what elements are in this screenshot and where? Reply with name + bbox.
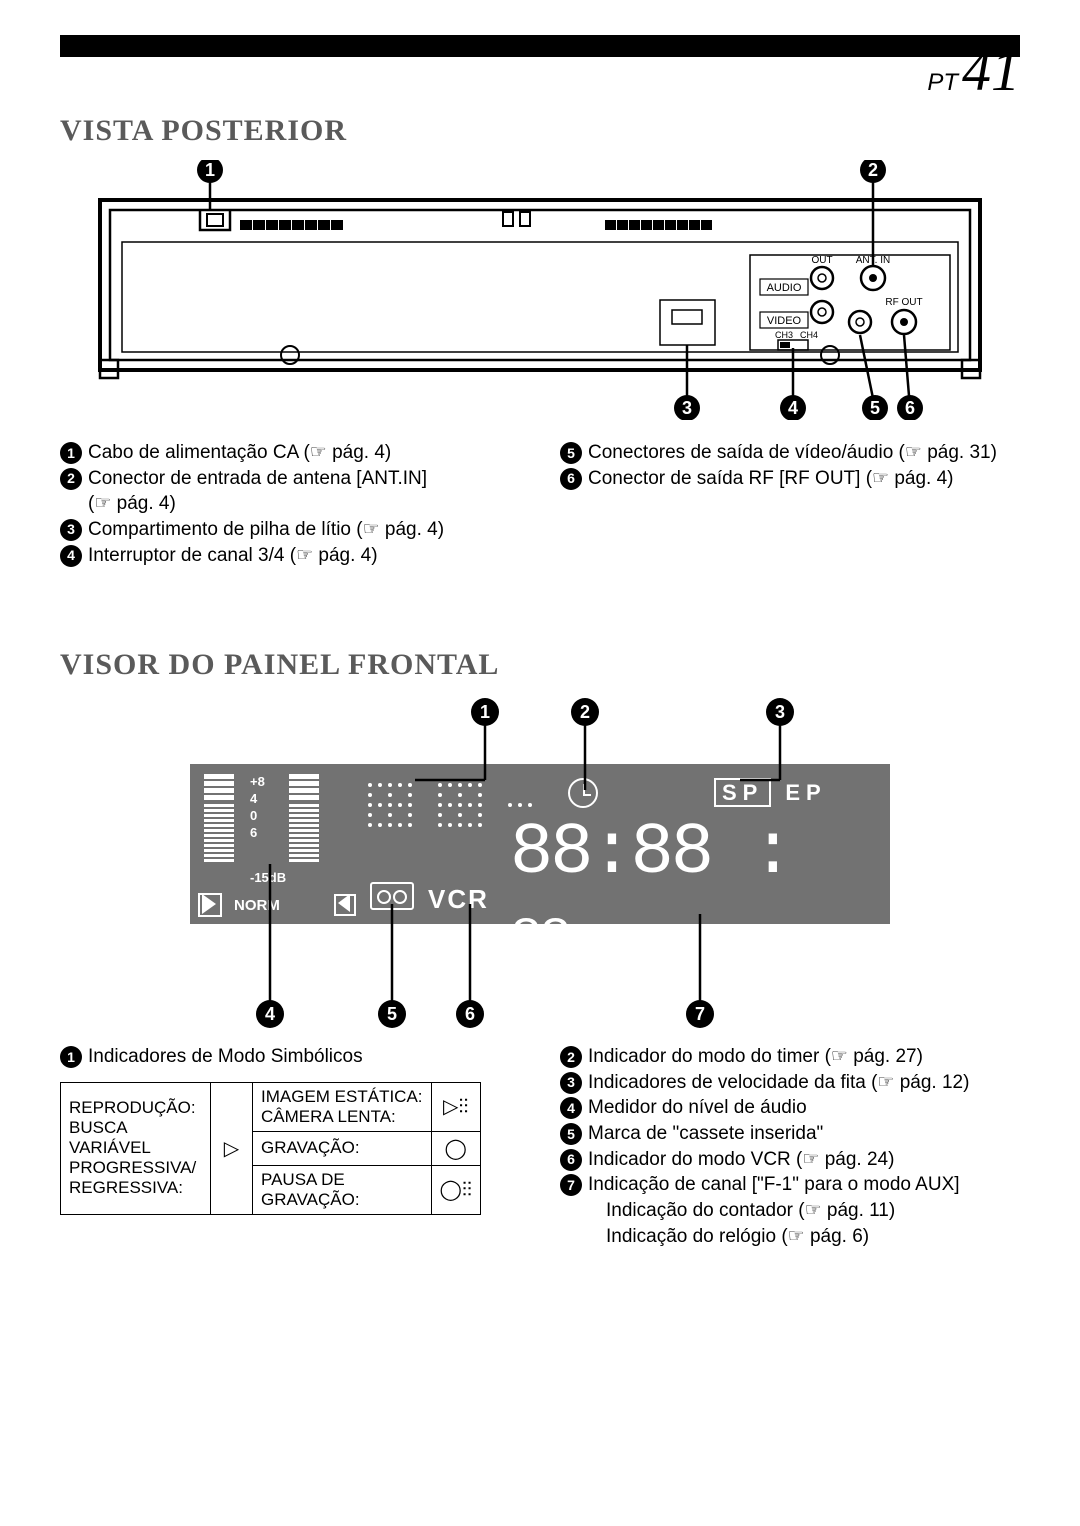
digits-display: 88:88 : 88	[510, 812, 890, 976]
svg-text:5: 5	[387, 1004, 397, 1024]
legend2-7: 7Indicação de canal ["F-1" para o modo A…	[560, 1172, 1020, 1198]
norm-label: NORM	[234, 897, 280, 914]
svg-text:3: 3	[682, 398, 692, 418]
legend-3: 3Compartimento de pilha de lítio (☞ pág.…	[60, 517, 520, 543]
front-panel: +8 4 0 6 -15dB NORM VCR	[190, 764, 890, 924]
svg-text:2: 2	[868, 160, 878, 180]
legend-1: 1Cabo de alimentação CA (☞ pág. 4)	[60, 440, 520, 466]
svg-text:4: 4	[788, 398, 798, 418]
svg-text:CH3: CH3	[775, 330, 793, 340]
legend-5: 5Conectores de saída de vídeo/áudio (☞ p…	[560, 440, 1020, 466]
page-num: 41	[962, 37, 1020, 104]
svg-text:4: 4	[265, 1004, 275, 1024]
vcr-label: VCR	[428, 884, 489, 915]
front-diagram: +8 4 0 6 -15dB NORM VCR	[125, 694, 955, 1034]
svg-text:2: 2	[580, 702, 590, 722]
rear-diagram: AUDIO VIDEO OUT ANT. IN RF OUT CH3 CH4 1…	[80, 160, 1000, 420]
front-legend: 1Indicadores de Modo Simbólicos REPRODUÇ…	[60, 1044, 1020, 1249]
svg-text:7: 7	[695, 1004, 705, 1024]
legend2-7b: Indicação do contador (☞ pág. 11)	[560, 1198, 1020, 1224]
page-number: PT 41	[60, 37, 1020, 104]
svg-text:CH4: CH4	[800, 330, 818, 340]
legend-2: 2Conector de entrada de antena [ANT.IN]	[60, 466, 520, 492]
legend-2b: (☞ pág. 4)	[60, 491, 520, 517]
mode-table: REPRODUÇÃO: BUSCA VARIÁVEL PROGRESSIVA/ …	[60, 1082, 481, 1215]
clock-icon	[568, 778, 598, 808]
svg-text:OUT: OUT	[811, 255, 832, 266]
svg-text:5: 5	[870, 398, 880, 418]
cassette-icon	[370, 882, 414, 910]
legend2-6: 6Indicador do modo VCR (☞ pág. 24)	[560, 1147, 1020, 1173]
speed-indicators: SPEP	[714, 780, 827, 806]
legend2-4: 4Medidor do nível de áudio	[560, 1095, 1020, 1121]
legend2-5: 5Marca de "cassete inserida"	[560, 1121, 1020, 1147]
svg-text:1: 1	[205, 160, 215, 180]
section-title-front: VISOR DO PAINEL FRONTAL	[60, 648, 1020, 682]
rear-legend: 1Cabo de alimentação CA (☞ pág. 4) 2Cone…	[60, 440, 1020, 568]
video-label: VIDEO	[767, 315, 802, 327]
legend-4: 4Interruptor de canal 3/4 (☞ pág. 4)	[60, 543, 520, 569]
svg-text:6: 6	[465, 1004, 475, 1024]
legend2-2: 2Indicador do modo do timer (☞ pág. 27)	[560, 1044, 1020, 1070]
pt-label: PT	[927, 69, 958, 97]
legend2-7c: Indicação do relógio (☞ pág. 6)	[560, 1224, 1020, 1250]
section-title-rear: VISTA POSTERIOR	[60, 114, 1020, 148]
svg-text:6: 6	[905, 398, 915, 418]
svg-text:3: 3	[775, 702, 785, 722]
svg-text:1: 1	[480, 702, 490, 722]
legend-6: 6Conector de saída RF [RF OUT] (☞ pág. 4…	[560, 466, 1020, 492]
legend2-3: 3Indicadores de velocidade da fita (☞ pá…	[560, 1070, 1020, 1096]
audio-label: AUDIO	[767, 282, 802, 294]
level-labels: +8 4 0 6 -15dB	[250, 774, 286, 886]
legend2-1: 1Indicadores de Modo Simbólicos	[60, 1044, 520, 1070]
svg-text:RF OUT: RF OUT	[885, 297, 922, 308]
